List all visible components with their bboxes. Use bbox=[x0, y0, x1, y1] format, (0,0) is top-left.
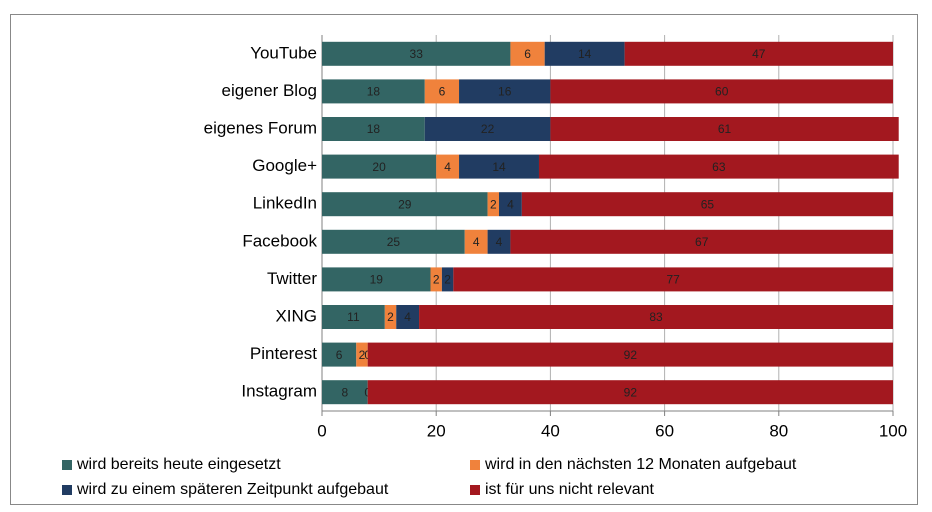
data-label: 6 bbox=[439, 85, 446, 99]
bar-segment bbox=[544, 41, 625, 66]
bar-segment bbox=[322, 342, 357, 367]
data-label: 6 bbox=[524, 47, 531, 61]
bar-segment bbox=[322, 41, 511, 66]
data-label: 14 bbox=[492, 160, 506, 174]
category-label: LinkedIn bbox=[253, 194, 317, 213]
data-label: 92 bbox=[624, 385, 638, 399]
bar-segment bbox=[487, 229, 511, 254]
bar-segment bbox=[430, 267, 442, 292]
category-label: Instagram bbox=[241, 382, 317, 401]
chart-frame bbox=[10, 14, 918, 505]
data-label: 60 bbox=[715, 85, 729, 99]
legend-swatch bbox=[470, 485, 480, 495]
data-label: 2 bbox=[387, 310, 394, 324]
data-label: 4 bbox=[473, 235, 480, 249]
legend-swatch bbox=[62, 485, 72, 495]
bar-segment bbox=[424, 117, 551, 141]
bar-segment bbox=[464, 229, 488, 254]
data-label: 77 bbox=[666, 273, 680, 287]
x-tick-label: 80 bbox=[769, 421, 788, 440]
legend-label: wird in den nächsten 12 Monaten aufgebau… bbox=[484, 456, 797, 473]
bar-segment bbox=[419, 305, 893, 329]
data-label: 33 bbox=[410, 47, 424, 61]
data-label: 2 bbox=[433, 273, 440, 287]
data-label: 83 bbox=[649, 310, 663, 324]
bar-segment bbox=[459, 154, 539, 179]
category-label: Google+ bbox=[252, 156, 317, 175]
bar-segment bbox=[499, 192, 522, 217]
bar-segment bbox=[459, 79, 551, 104]
data-label: 2 bbox=[444, 273, 451, 287]
bar-segment bbox=[322, 79, 425, 104]
legend-swatch bbox=[470, 460, 480, 470]
bar-segment bbox=[487, 192, 500, 217]
category-label: YouTube bbox=[250, 43, 317, 62]
data-label: 22 bbox=[481, 122, 495, 136]
data-label: 4 bbox=[404, 310, 411, 324]
data-label: 29 bbox=[398, 197, 412, 211]
data-label: 25 bbox=[387, 235, 401, 249]
bar-segment bbox=[441, 267, 454, 292]
data-label: 20 bbox=[372, 160, 386, 174]
bar-segment bbox=[384, 305, 397, 329]
bar-segment bbox=[396, 305, 420, 329]
bar-segment bbox=[624, 41, 893, 66]
data-label: 4 bbox=[507, 197, 514, 211]
x-tick-label: 0 bbox=[317, 421, 326, 440]
bar-segment bbox=[322, 229, 465, 254]
legend-label: wird zu einem späteren Zeitpunkt aufgeba… bbox=[76, 481, 389, 498]
bar-segment bbox=[322, 117, 425, 141]
bar-segment bbox=[322, 305, 385, 329]
data-label: 92 bbox=[624, 348, 638, 362]
data-label: 18 bbox=[367, 122, 381, 136]
legend-label: wird bereits heute eingesetzt bbox=[76, 456, 281, 473]
bar-segment bbox=[453, 267, 893, 292]
bar-segment bbox=[322, 192, 488, 217]
bar-segment bbox=[322, 380, 368, 405]
category-label: eigener Blog bbox=[222, 81, 317, 100]
category-label: XING bbox=[275, 306, 317, 325]
data-label: 4 bbox=[444, 160, 451, 174]
x-tick-label: 100 bbox=[879, 421, 907, 440]
data-label: 63 bbox=[712, 160, 726, 174]
category-label: Twitter bbox=[267, 269, 317, 288]
data-label: 19 bbox=[370, 273, 384, 287]
data-label: 14 bbox=[578, 47, 592, 61]
x-tick-label: 20 bbox=[427, 421, 446, 440]
category-label: Facebook bbox=[242, 231, 317, 250]
bar-segment bbox=[367, 380, 893, 405]
data-label: 6 bbox=[336, 348, 343, 362]
legend-label: ist für uns nicht relevant bbox=[485, 481, 655, 498]
bar-segment bbox=[367, 342, 893, 367]
data-label: 11 bbox=[347, 310, 360, 324]
data-label: 2 bbox=[490, 197, 497, 211]
data-label: 8 bbox=[341, 385, 348, 399]
data-label: 65 bbox=[701, 197, 715, 211]
bar-segment bbox=[424, 79, 460, 104]
data-label: 16 bbox=[498, 85, 512, 99]
bar-segment bbox=[521, 192, 893, 217]
bar-segment bbox=[510, 229, 893, 254]
legend-swatch bbox=[62, 460, 72, 470]
data-label: 61 bbox=[718, 122, 732, 136]
category-label: Pinterest bbox=[250, 344, 317, 363]
data-label: 67 bbox=[695, 235, 709, 249]
bar-segment bbox=[510, 41, 545, 66]
bar-segment bbox=[550, 117, 899, 141]
bar-segment bbox=[550, 79, 893, 104]
data-label: 2 bbox=[359, 348, 366, 362]
bar-segment bbox=[356, 342, 368, 367]
data-label: 4 bbox=[496, 235, 503, 249]
data-label: 47 bbox=[752, 47, 766, 61]
category-label: eigenes Forum bbox=[204, 118, 317, 137]
bar-segment bbox=[436, 154, 460, 179]
data-label: 18 bbox=[367, 85, 381, 99]
bar-segment bbox=[322, 154, 437, 179]
bar-segment bbox=[538, 154, 899, 179]
x-tick-label: 60 bbox=[655, 421, 674, 440]
x-tick-label: 40 bbox=[541, 421, 560, 440]
bar-segment bbox=[322, 267, 431, 292]
